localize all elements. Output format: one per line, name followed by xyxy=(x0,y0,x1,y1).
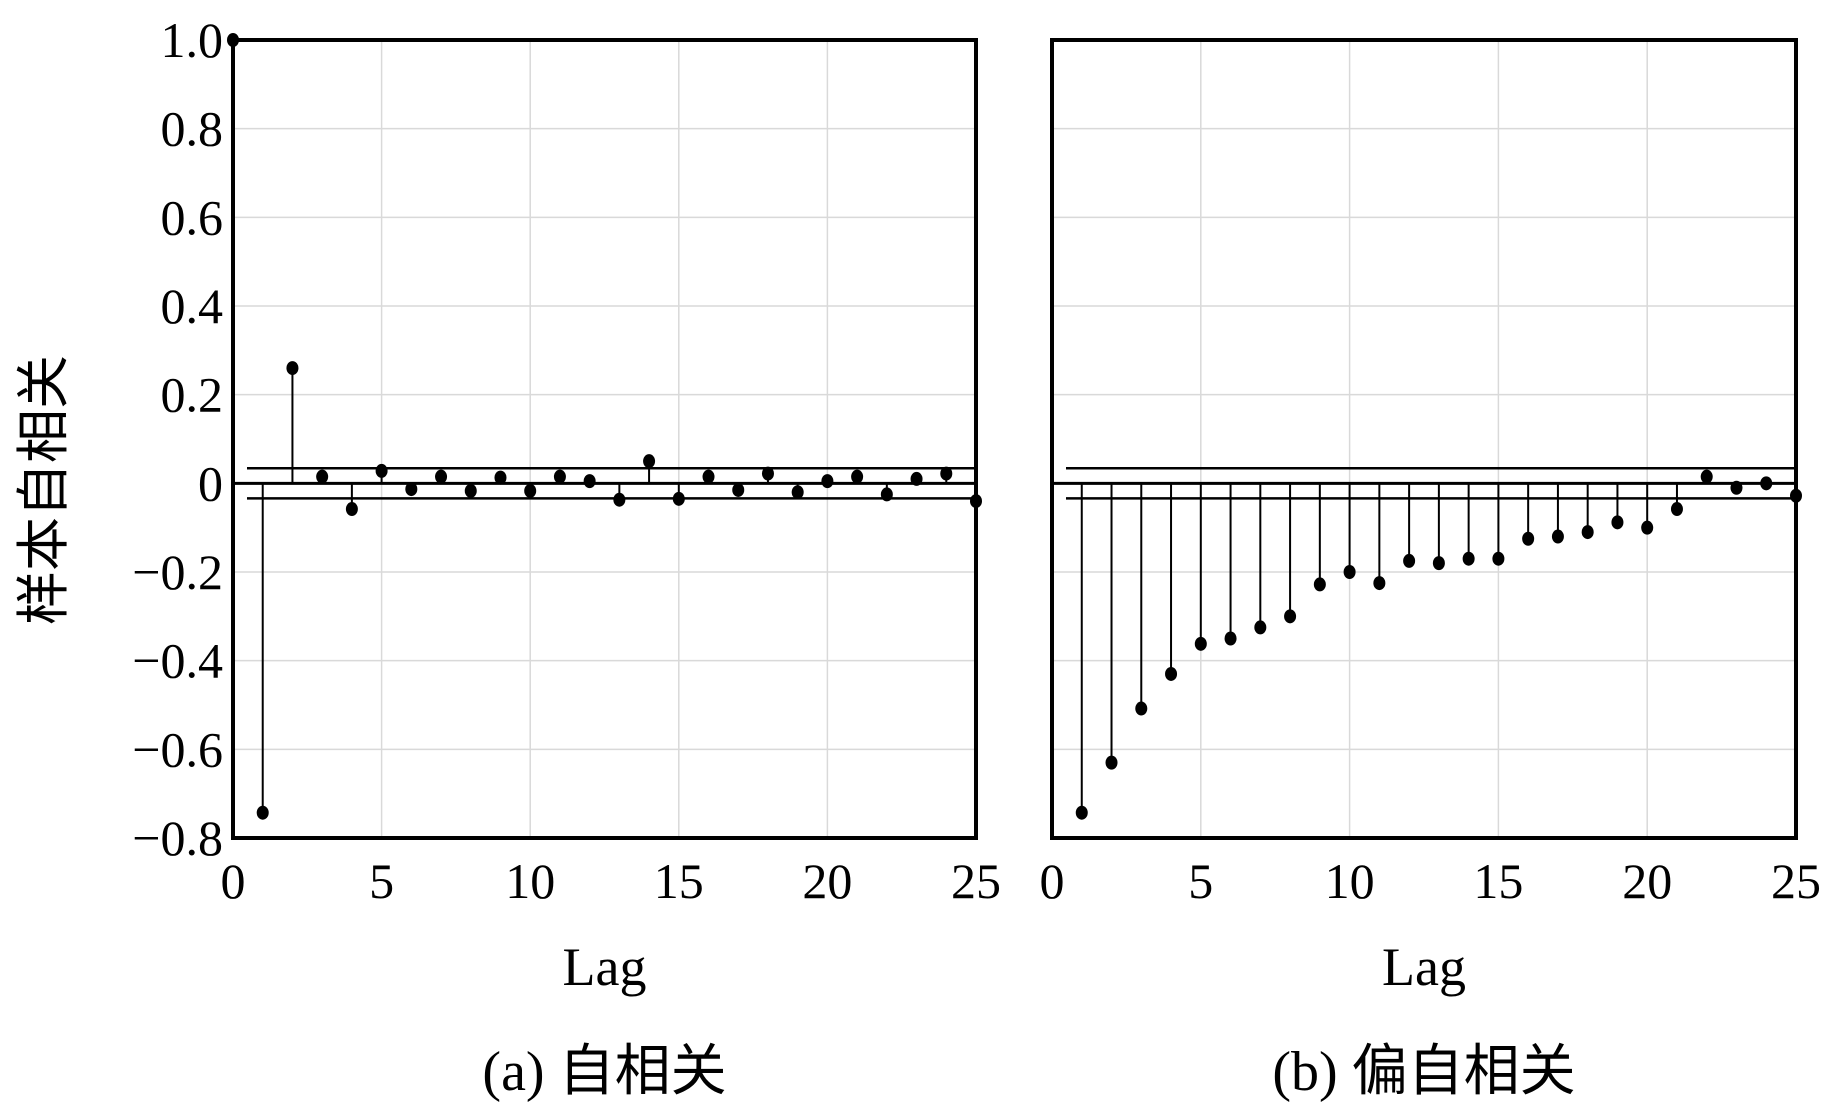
stem-marker xyxy=(1165,666,1178,681)
stem-marker xyxy=(940,466,953,481)
stem-marker xyxy=(821,474,834,489)
stem-marker xyxy=(553,469,566,484)
stem-marker xyxy=(672,491,685,506)
stem-marker xyxy=(732,482,745,497)
x-tick-label: 5 xyxy=(1188,853,1213,909)
stem-marker xyxy=(583,474,596,489)
y-axis-label: 样本自相关 xyxy=(12,355,75,625)
panel-pacf: 0 5 10 15 20 25 Lag (b) 偏自相关 xyxy=(1040,38,1821,1103)
y-tick-label: 0.6 xyxy=(161,189,224,245)
stem-marker xyxy=(494,470,507,485)
stem-marker xyxy=(1611,515,1624,530)
stem-marker xyxy=(1343,565,1356,579)
x-tick-label: 25 xyxy=(951,853,1001,909)
stem-marker xyxy=(1284,609,1297,624)
y-tick-label: 1.0 xyxy=(161,12,224,68)
panel-caption: (b) 偏自相关 xyxy=(1272,1041,1575,1103)
stem-marker xyxy=(1135,701,1148,716)
y-tick-label: −0.6 xyxy=(132,721,223,777)
stem-marker xyxy=(1075,805,1088,820)
stem-marker xyxy=(316,469,329,484)
stem-marker xyxy=(880,487,893,502)
x-tick-label: 25 xyxy=(1771,853,1821,909)
stem-marker xyxy=(1313,577,1326,592)
plot-frame xyxy=(1050,38,1798,840)
stem-marker xyxy=(345,502,358,517)
stem-marker xyxy=(375,463,388,478)
stem-marker xyxy=(1581,525,1594,540)
stem-marker xyxy=(702,469,715,484)
x-tick-label: 20 xyxy=(802,853,852,909)
stem-marker xyxy=(405,482,418,497)
stem-marker xyxy=(1522,531,1535,546)
y-tick-label: −0.8 xyxy=(132,810,223,866)
stem-marker xyxy=(1373,576,1386,591)
stem-marker xyxy=(1641,520,1654,535)
stem-marker xyxy=(613,492,626,507)
x-tick-label: 20 xyxy=(1622,853,1672,909)
stem-marker xyxy=(851,469,864,484)
stem-marker xyxy=(791,485,804,500)
stem-marker xyxy=(524,483,537,498)
stem-marker xyxy=(1403,553,1416,568)
stem-marker xyxy=(435,469,448,484)
stem-marker xyxy=(1492,551,1505,566)
x-tick-label: 15 xyxy=(1473,853,1523,909)
x-tick-label: 15 xyxy=(654,853,704,909)
y-tick-label: 0.4 xyxy=(161,278,224,334)
x-axis-title: Lag xyxy=(1382,937,1466,997)
stem-marker xyxy=(1670,502,1683,517)
stem-marker xyxy=(1254,620,1267,635)
y-tick-label: 0 xyxy=(198,455,223,511)
panel-acf: 0 5 10 15 20 25 1.0 0.8 0.6 0.4 0.2 0 −0.2 −0.4 −0.6 −0… xyxy=(132,12,1001,1103)
stem-marker xyxy=(1760,476,1773,491)
x-tick-label: 10 xyxy=(1325,853,1375,909)
stem-marker xyxy=(1105,755,1118,770)
stem-marker xyxy=(910,471,923,486)
x-tick-label: 0 xyxy=(221,853,246,909)
stem-marker xyxy=(1194,636,1207,651)
stem-marker xyxy=(643,454,656,469)
x-tick-label: 5 xyxy=(369,853,394,909)
stem-marker xyxy=(286,361,299,376)
plot-frame xyxy=(231,38,978,840)
x-tick-label: 10 xyxy=(505,853,555,909)
stem-marker xyxy=(1700,469,1713,484)
x-tick-label: 0 xyxy=(1040,853,1065,909)
y-tick-label: 0.2 xyxy=(161,367,224,423)
stem-marker xyxy=(1730,480,1743,495)
stem-marker xyxy=(1224,631,1237,646)
y-tick-label: −0.2 xyxy=(132,544,223,600)
panel-caption: (a) 自相关 xyxy=(482,1041,726,1103)
stem-marker xyxy=(1551,529,1564,544)
stem-marker xyxy=(761,466,774,481)
stem-marker xyxy=(464,483,477,498)
x-axis-title: Lag xyxy=(563,937,647,997)
stem-marker xyxy=(256,805,269,820)
stem-marker xyxy=(1432,556,1445,571)
y-tick-label: 0.8 xyxy=(161,101,224,157)
stem-marker xyxy=(1462,551,1475,566)
y-tick-label: −0.4 xyxy=(132,633,223,689)
